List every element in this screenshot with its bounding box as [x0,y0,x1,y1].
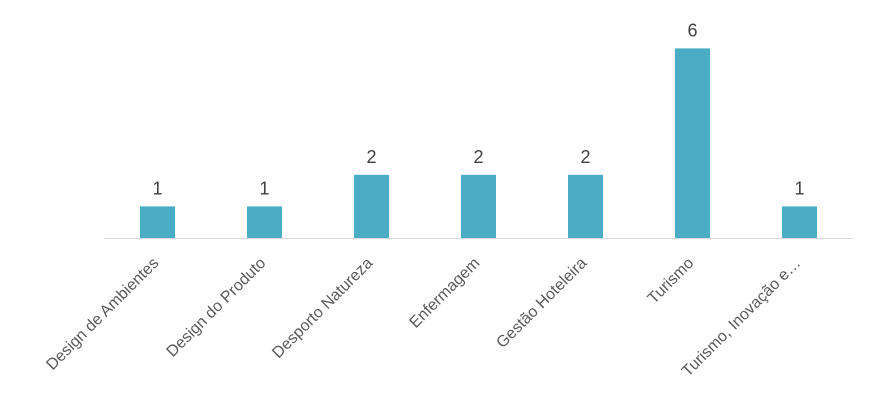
bar [140,206,175,238]
data-label: 2 [366,147,376,167]
bars-layer [140,48,817,239]
x-tick-label: Design do Produto [164,255,270,361]
x-tick-label: Design de Ambientes [43,255,162,374]
data-label: 1 [259,178,269,198]
x-tick-label: Turismo, Inovação e… [679,255,804,380]
data-label: 2 [473,147,483,167]
data-label: 1 [794,178,804,198]
bar [247,206,282,238]
x-tick-label: Desporto Natureza [269,255,376,362]
data-labels-layer: 1 1 2 2 2 6 1 [152,20,804,198]
x-tick-label: Gestão Hoteleira [493,255,590,352]
bar [782,206,817,238]
x-tick-label: Enfermagem [407,255,484,332]
bar [461,174,496,238]
bar [675,48,710,239]
data-label: 2 [580,147,590,167]
bar [568,174,603,238]
bar [354,174,389,238]
x-tick-label: Turismo [645,255,698,308]
x-tick-labels-layer: Design de Ambientes Design do Produto Desp… [43,255,804,380]
data-label: 1 [152,178,162,198]
data-label: 6 [687,20,697,40]
